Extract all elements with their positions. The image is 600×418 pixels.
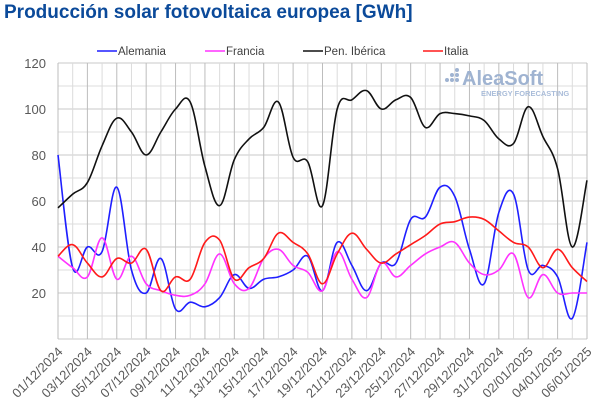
series-line-pen-ib-rica (57, 89, 588, 248)
legend-label-francia: Francia (226, 46, 265, 58)
watermark-dot (455, 68, 459, 72)
y-tick-label: 40 (32, 240, 46, 255)
legend-label-pen-ib-rica: Pen. Ibérica (324, 46, 386, 58)
watermark-dot (445, 78, 449, 82)
watermark-dot (450, 73, 454, 77)
watermark-dot (455, 78, 459, 82)
legend-label-alemania: Alemania (118, 46, 167, 58)
y-tick-label: 20 (32, 286, 46, 301)
watermark-tagline: ENERGY FORECASTING (481, 89, 569, 98)
watermark-brand: AleaSoft (462, 68, 543, 90)
y-tick-label: 100 (24, 102, 46, 117)
watermark-dot (450, 78, 454, 82)
y-tick-label: 80 (32, 148, 46, 163)
watermark-dot (455, 73, 459, 77)
legend-label-italia: Italia (444, 46, 469, 58)
y-tick-label: 60 (32, 194, 46, 209)
series-line-francia (57, 236, 587, 299)
chart-title: Producción solar fotovoltaica europea [G… (4, 2, 413, 23)
y-tick-label: 120 (24, 56, 46, 71)
series-line-italia (57, 216, 588, 293)
